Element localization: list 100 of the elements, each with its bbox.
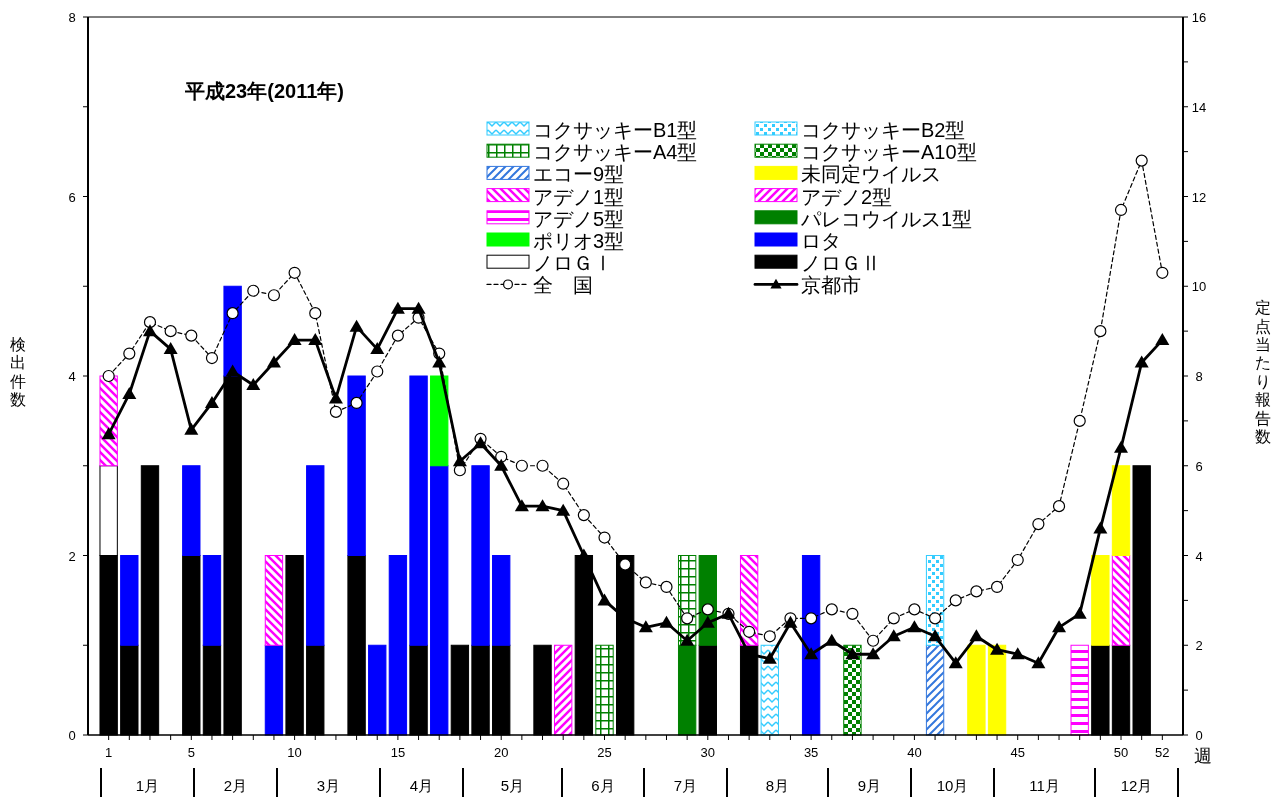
y-tick-label: 2 — [68, 548, 76, 564]
y2-tick-label: 4 — [1195, 548, 1203, 564]
text: 9月 — [857, 777, 882, 794]
legend-label: アデノ2型 — [801, 185, 893, 208]
point — [309, 307, 322, 320]
point — [1156, 266, 1169, 279]
point — [949, 594, 962, 607]
point — [1052, 620, 1067, 633]
y-tick-label: 6 — [68, 189, 76, 205]
point — [185, 329, 198, 342]
point — [1052, 500, 1066, 513]
point — [247, 284, 260, 297]
y2-tick-label: 8 — [1195, 369, 1203, 384]
point — [639, 576, 652, 589]
point — [390, 301, 405, 314]
y-tick-label: 4 — [68, 369, 76, 384]
point — [432, 355, 447, 368]
point — [597, 593, 612, 606]
y2-tick-label: 0 — [1195, 728, 1203, 743]
text: 5月 — [500, 777, 525, 794]
legend-label: コクサッキーB2型 — [801, 119, 966, 141]
point — [969, 629, 984, 642]
y-tick-label: 8 — [68, 10, 76, 25]
point — [990, 580, 1004, 594]
point — [267, 289, 281, 302]
x-tick-label: 1 — [105, 745, 113, 760]
text: 11月 — [1029, 777, 1060, 794]
point — [1031, 656, 1046, 669]
point — [846, 607, 859, 620]
point — [1011, 553, 1024, 567]
point — [349, 319, 364, 332]
point — [1114, 440, 1129, 453]
point — [557, 477, 570, 490]
point — [928, 612, 942, 625]
legend-label: 京都市 — [801, 274, 861, 297]
point — [163, 342, 178, 355]
point — [1134, 355, 1149, 368]
text: 7月 — [673, 777, 698, 794]
point — [246, 377, 261, 390]
point — [1073, 414, 1086, 427]
point — [619, 558, 632, 571]
point — [391, 329, 405, 342]
point — [824, 633, 839, 646]
legend-label: ノロＧⅡ — [801, 252, 881, 275]
point — [577, 509, 590, 522]
legend-label: コクサッキーB1型 — [533, 119, 698, 141]
point — [990, 642, 1005, 655]
point — [536, 459, 549, 472]
point — [514, 499, 529, 512]
point — [1155, 333, 1170, 346]
point — [928, 629, 943, 642]
point — [101, 427, 116, 440]
point — [681, 612, 694, 625]
point — [805, 612, 818, 625]
y2-tick-label: 2 — [1195, 638, 1203, 654]
y2-tick-label: 12 — [1191, 189, 1207, 205]
point — [102, 369, 115, 383]
point — [700, 615, 715, 628]
y-tick-label: 0 — [68, 728, 76, 743]
legend-label: ロタ — [801, 230, 841, 252]
point — [598, 531, 611, 544]
text: 3月 — [316, 777, 341, 794]
point — [328, 391, 343, 404]
point — [659, 615, 674, 628]
x-tick-label: 52 — [1155, 745, 1170, 760]
point — [804, 647, 819, 660]
point — [743, 625, 756, 638]
point — [638, 620, 653, 633]
x-tick-label: 40 — [907, 745, 922, 760]
point — [970, 585, 983, 598]
x-tick-label: 5 — [187, 745, 195, 760]
point — [948, 656, 963, 669]
point — [556, 503, 571, 516]
y2-tick-label: 6 — [1195, 458, 1203, 474]
point — [452, 454, 467, 467]
text: 平成23年(2011年) — [184, 80, 344, 102]
point — [204, 395, 219, 408]
point — [494, 458, 509, 471]
point — [288, 266, 301, 279]
legend-label: エコー9型 — [533, 163, 625, 186]
text: 12月 — [1120, 777, 1153, 794]
point — [226, 307, 239, 320]
point — [411, 301, 426, 314]
point — [123, 347, 136, 360]
legend-label: 未同定ウイルス — [801, 163, 941, 186]
point — [371, 365, 384, 378]
point — [1093, 521, 1108, 534]
y2-tick-label: 14 — [1191, 99, 1207, 115]
point — [266, 355, 281, 368]
point — [701, 603, 714, 616]
x-tick-label: 30 — [700, 745, 716, 760]
y2-tick-label: 10 — [1191, 279, 1207, 295]
point — [308, 333, 323, 346]
legend-label: ポリオ3型 — [533, 230, 625, 252]
point — [184, 422, 199, 435]
legend-label: アデノ1型 — [533, 185, 625, 208]
point — [1114, 203, 1128, 217]
point — [1094, 325, 1107, 338]
y2-tick-label: 16 — [1191, 10, 1207, 25]
y-axis-title: 検出件数 — [10, 336, 26, 409]
